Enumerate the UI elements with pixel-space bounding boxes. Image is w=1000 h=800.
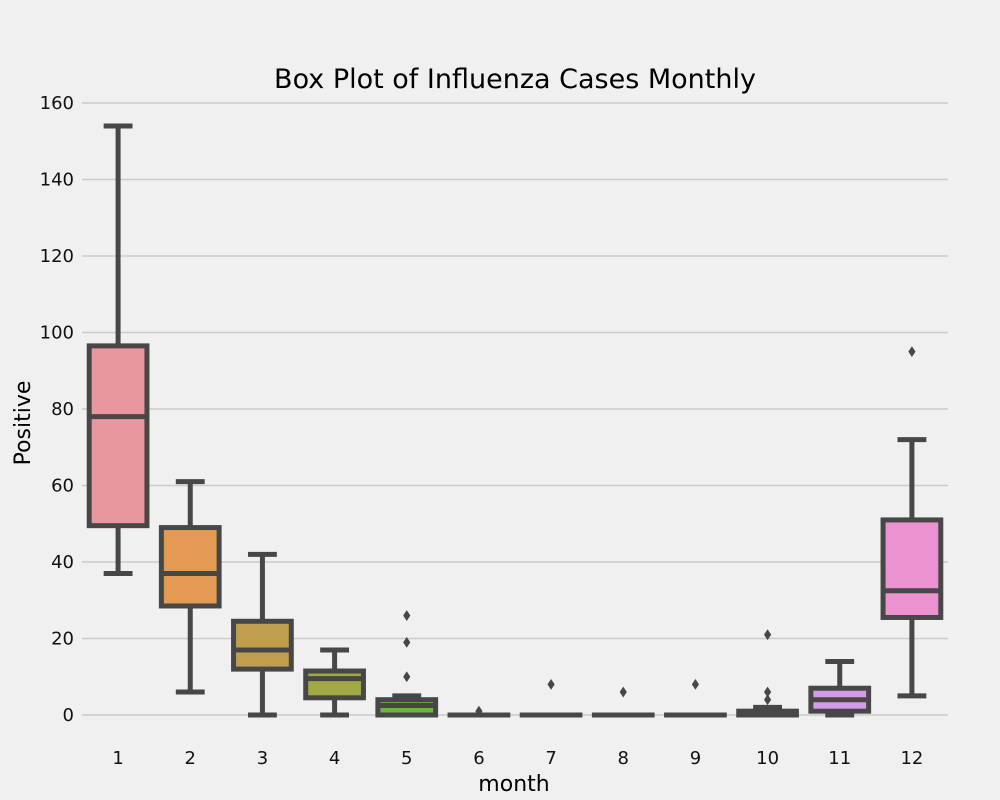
- iqr-box: [880, 517, 944, 620]
- y-tick-label: 100: [40, 323, 74, 344]
- box-month-8: [591, 686, 655, 718]
- y-tick-label: 20: [51, 629, 74, 650]
- box-month-12: [880, 346, 944, 699]
- box-month-10: [736, 629, 799, 718]
- box-month-4: [303, 647, 366, 718]
- y-tick-label: 140: [40, 170, 74, 191]
- x-tick-label: 1: [112, 748, 123, 769]
- outlier-point: [403, 636, 411, 648]
- x-tick-label: 10: [756, 748, 779, 769]
- x-tick-label: 5: [401, 748, 412, 769]
- grid: [82, 102, 948, 716]
- outlier-point: [547, 679, 555, 690]
- x-tick-label: 12: [900, 748, 923, 769]
- outlier-point: [763, 629, 772, 641]
- iqr-box: [303, 668, 366, 701]
- y-axis-label: Positive: [11, 381, 36, 466]
- outlier-point: [619, 686, 627, 698]
- y-tick-label: 80: [51, 399, 74, 420]
- box-month-7: [519, 679, 583, 718]
- outlier-point: [475, 705, 483, 717]
- box-month-11: [808, 658, 872, 718]
- outlier-point: [403, 671, 411, 683]
- outlier-point: [908, 346, 916, 358]
- box-month-5: [375, 610, 439, 718]
- boxes: [86, 123, 944, 718]
- x-tick-label: 9: [690, 748, 701, 769]
- y-tick-label: 120: [40, 246, 74, 267]
- x-axis-label: month: [478, 772, 549, 797]
- y-tick-label: 0: [63, 705, 74, 726]
- box-month-6: [447, 705, 511, 718]
- x-axis-ticks: 1 2 3 4 5 6 7 8 9 10 11 12: [112, 748, 923, 769]
- box-month-9: [664, 679, 727, 718]
- x-tick-label: 7: [545, 748, 556, 769]
- y-tick-label: 60: [51, 476, 74, 497]
- iqr-box: [86, 343, 150, 529]
- box-month-1: [86, 123, 150, 576]
- x-tick-label: 3: [257, 748, 268, 769]
- x-tick-label: 8: [618, 748, 629, 769]
- y-tick-label: 40: [51, 552, 74, 573]
- iqr-box: [231, 618, 294, 672]
- iqr-box: [158, 525, 222, 609]
- x-tick-label: 4: [329, 748, 340, 769]
- outlier-point: [763, 686, 772, 698]
- x-tick-label: 6: [473, 748, 484, 769]
- y-axis-ticks: 0 20 40 60 80 100 120 140 160: [40, 93, 74, 726]
- outlier-point: [403, 610, 411, 621]
- outlier-point: [763, 694, 772, 706]
- box-month-3: [231, 551, 294, 718]
- x-tick-label: 2: [185, 748, 196, 769]
- x-tick-label: 11: [828, 748, 851, 769]
- outlier-point: [691, 679, 700, 690]
- box-month-2: [158, 479, 222, 695]
- y-tick-label: 160: [40, 93, 74, 114]
- chart-title: Box Plot of Influenza Cases Monthly: [274, 64, 756, 95]
